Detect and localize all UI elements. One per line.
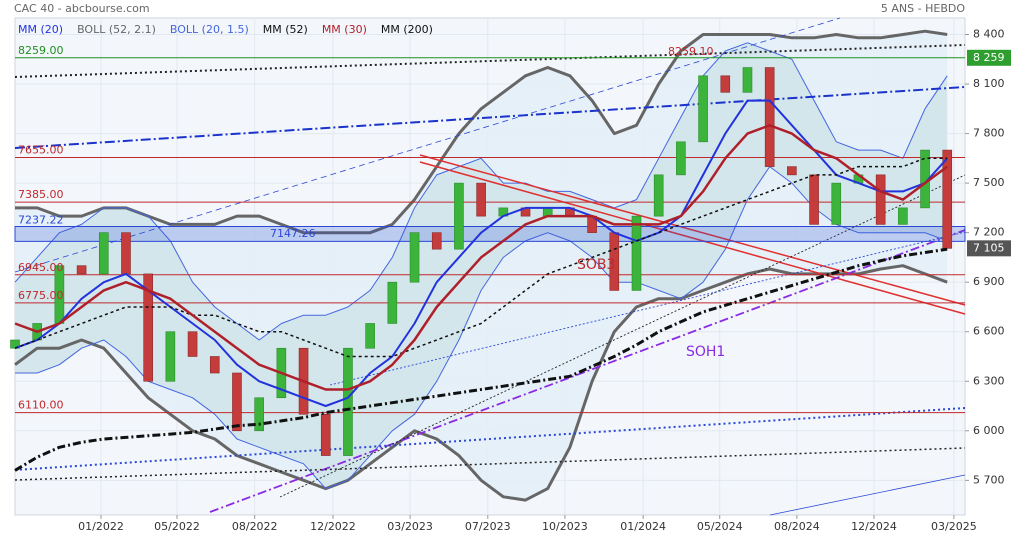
y-tick-label: 7 500 <box>973 176 1005 189</box>
zone-label: 7237.22 <box>18 214 64 227</box>
candle <box>454 182 464 250</box>
legend-item: MM (200) <box>381 23 433 36</box>
trend-line <box>419 161 966 315</box>
candle <box>254 397 264 432</box>
x-tick-label: 01/2024 <box>620 520 666 533</box>
y-tick-label: 6 300 <box>973 374 1005 387</box>
moving-average <box>14 247 948 472</box>
candle <box>898 207 908 225</box>
y-tick-label: 6 600 <box>973 325 1005 338</box>
candle <box>942 149 953 249</box>
candle <box>698 75 708 143</box>
candle <box>387 281 398 324</box>
y-tick-label: 6 000 <box>973 424 1005 437</box>
x-tick-label: 07/2023 <box>465 520 511 533</box>
x-tick-label: 01/2022 <box>78 520 124 533</box>
moving-average <box>14 124 948 391</box>
trend-line <box>329 231 966 386</box>
chart-subtitle: 5 ANS - HEBDO <box>881 2 965 15</box>
candle <box>720 75 731 93</box>
candle <box>343 347 353 456</box>
trend-line <box>14 407 966 471</box>
level-label: 6945.00 <box>18 261 64 274</box>
price-tag-label: 8 259 <box>973 51 1005 64</box>
candle <box>187 331 198 357</box>
y-tick-label: 7 800 <box>973 127 1005 140</box>
moving-averages <box>14 99 948 472</box>
peak-label: 8259.10 <box>668 45 714 58</box>
x-tick-label: 12/2022 <box>310 520 356 533</box>
trend-line <box>769 474 966 516</box>
candle <box>10 339 20 349</box>
band-edge <box>15 166 948 490</box>
trend-line <box>14 447 966 481</box>
trend-line <box>14 17 841 273</box>
candle <box>764 67 775 167</box>
levels <box>14 57 966 414</box>
y-tick-label: 8 400 <box>973 28 1005 41</box>
moving-average <box>14 157 948 358</box>
x-tick-label: 12/2024 <box>851 520 897 533</box>
candle <box>209 356 220 374</box>
trend-line <box>14 44 966 78</box>
level-label: 6110.00 <box>18 399 64 412</box>
candle <box>742 67 753 93</box>
zone <box>14 226 966 242</box>
y-tick-label: 6 900 <box>973 275 1005 288</box>
candle <box>653 174 664 217</box>
candle <box>676 141 686 176</box>
chart-title: CAC 40 - abcbourse.com <box>14 2 150 15</box>
candle <box>831 182 842 225</box>
trend-line <box>209 229 966 513</box>
candle <box>809 174 819 225</box>
level-label: 8259.00 <box>18 44 64 57</box>
x-tick-label: 03/2023 <box>387 520 433 533</box>
legend-item: MM (52) <box>263 23 308 36</box>
x-tick-label: 05/2022 <box>154 520 200 533</box>
price-tag <box>967 240 1011 257</box>
level-label: 7655.00 <box>18 144 64 157</box>
candle <box>787 166 797 176</box>
x-tick-label: 08/2024 <box>774 520 820 533</box>
price-tag <box>967 49 1011 66</box>
legend-item: BOLL (52, 2.1) <box>77 23 156 36</box>
candle <box>631 215 642 291</box>
candle <box>365 323 375 349</box>
candle <box>98 232 109 275</box>
candle <box>232 372 242 432</box>
annotation: SOB3 <box>577 257 615 273</box>
candle <box>320 413 331 456</box>
price-tag-label: 7 105 <box>973 241 1005 254</box>
candle <box>476 182 486 217</box>
trend-line <box>419 154 966 306</box>
x-tick-label: 05/2024 <box>697 520 743 533</box>
legend-item: MM (20) <box>18 23 63 36</box>
zone-label: 7147.26 <box>270 227 316 240</box>
labels: 7237.22 7147.26 8259.00 7655.00 7385.00 6945.… <box>18 44 725 412</box>
y-tick-label: 5 700 <box>973 473 1005 486</box>
candle <box>121 232 131 275</box>
candle <box>165 331 176 382</box>
x-tick-label: 10/2023 <box>542 520 588 533</box>
y-tick-label: 7 200 <box>973 226 1005 239</box>
candle <box>431 232 442 250</box>
annotation: SOH1 <box>686 344 725 360</box>
x-tick-label: 03/2025 <box>931 520 977 533</box>
legend-item: BOLL (20, 1.5) <box>170 23 249 36</box>
level-label: 6775.00 <box>18 289 64 302</box>
candle <box>875 174 886 225</box>
candle <box>143 273 153 382</box>
y-tick-label: 8 100 <box>973 77 1005 90</box>
level-label: 7385.00 <box>18 188 64 201</box>
x-tick-label: 08/2022 <box>232 520 278 533</box>
trend-lines <box>14 17 966 516</box>
legend-item: MM (30) <box>322 23 367 36</box>
candle <box>409 232 420 283</box>
trend-line <box>14 86 966 149</box>
band-edge <box>14 264 948 502</box>
candle <box>76 265 87 275</box>
